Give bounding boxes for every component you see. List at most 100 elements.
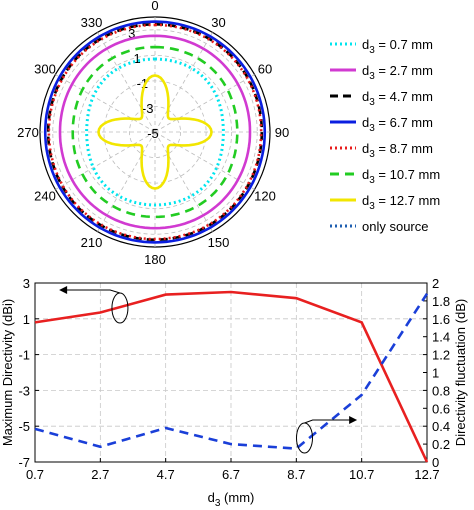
polar-series-1	[58, 34, 252, 230]
y-right-tick-label: 1.6	[432, 312, 450, 327]
y-right-axis-label: Directivity fluctuation (dB)	[453, 299, 468, 446]
polar-angle-tick: 30	[211, 15, 225, 30]
legend-suffix: = 0.7 mm	[375, 37, 433, 52]
polar-grid-circle	[129, 106, 181, 158]
y-right-tick-label: 1.8	[432, 294, 450, 309]
polar-angle-tick: 270	[17, 125, 39, 140]
line-series-right	[34, 292, 429, 450]
legend-suffix: = 12.7 mm	[375, 193, 440, 208]
line-chart: 0.7 2.7 4.7 6.7 8.7 10.7 12.7 -7 -5 -3 -1 1 3 0 0.2 0.4…	[0, 276, 468, 509]
polar-series-3	[43, 20, 267, 244]
right-axis-indicator-arrow	[304, 419, 356, 424]
x-tick-label: 10.7	[349, 467, 374, 482]
polar-radial-tick: -5	[147, 126, 159, 141]
y-left-tick-label: -5	[18, 419, 30, 434]
polar-angle-tick: 240	[34, 189, 56, 204]
polar-radial-tick: 1	[133, 51, 140, 66]
legend-suffix: = 8.7 mm	[375, 141, 433, 156]
legend-label-2: d3 = 4.7 mm	[362, 89, 433, 108]
legend-sub: 3	[369, 149, 375, 160]
y-left-axis-label: Maximum Directivity (dBi)	[0, 299, 15, 446]
y-right-tick-label: 0.4	[432, 419, 450, 434]
legend-suffix: = 6.7 mm	[375, 115, 433, 130]
legend-name: d	[362, 141, 369, 156]
x-tick-label: 4.7	[157, 467, 175, 482]
x-tick-label: 6.7	[222, 467, 240, 482]
polar-series-4	[47, 23, 263, 241]
legend-label-3: d3 = 6.7 mm	[362, 115, 433, 134]
polar-grid-spoke	[97, 32, 156, 133]
y-right-tick-label: 0.2	[432, 437, 450, 452]
polar-series-2	[46, 22, 264, 242]
legend-name: d	[362, 167, 369, 182]
polar-radial-tick: -3	[142, 101, 154, 116]
legend-suffix: = 10.7 mm	[375, 167, 440, 182]
polar-angle-tick: 300	[34, 62, 56, 77]
y-left-tick-label: 3	[23, 276, 30, 291]
x-tick-label: 12.7	[414, 467, 439, 482]
x-tick-label: 0.7	[26, 467, 44, 482]
polar-grid-circle	[52, 29, 258, 235]
polar-grid-spoke	[55, 74, 156, 133]
y-right-tick-label: 0	[432, 455, 439, 470]
arrow-head	[59, 286, 68, 294]
polar-chart: 0 30 60 90 120 150 180 210 240 270 300 330 3 1 -1 -3 -5	[17, 0, 289, 267]
y-right-tick-label: 1	[432, 366, 439, 381]
x-axis-label-sub: 3	[215, 498, 221, 509]
polar-grid-spoke	[97, 131, 156, 232]
polar-radial-tick: -1	[137, 76, 149, 91]
legend-sub: 3	[369, 45, 375, 56]
legend-suffix: = 2.7 mm	[375, 63, 433, 78]
legend-name: d	[362, 37, 369, 52]
y-right-tick-label: 0.8	[432, 383, 450, 398]
polar-grid-spoke	[154, 74, 255, 133]
legend-sub: 3	[369, 97, 375, 108]
polar-angle-tick: 150	[208, 235, 230, 250]
legend-suffix: = 4.7 mm	[375, 89, 433, 104]
polar-angle-tick: 180	[144, 252, 166, 267]
legend-name: only source	[362, 219, 428, 234]
x-axis-label: d3 (mm)	[208, 490, 255, 509]
y-left-tick-label: 1	[23, 312, 30, 327]
legend-sub: 3	[369, 71, 375, 82]
polar-grid-spoke	[154, 131, 255, 190]
y-left-tick-label: -3	[18, 383, 30, 398]
polar-angle-tick: 330	[81, 15, 103, 30]
line-series-left	[34, 290, 429, 463]
legend-name: d	[362, 115, 369, 130]
legend-label-6: d3 = 12.7 mm	[362, 193, 440, 212]
legend-sub: 3	[369, 175, 375, 186]
legend-label-1: d3 = 2.7 mm	[362, 63, 433, 82]
y-right-tick-label: 0.6	[432, 401, 450, 416]
legend-sub: 3	[369, 201, 375, 212]
polar-angle-tick: 90	[275, 125, 289, 140]
x-axis-label-main: d	[208, 490, 215, 505]
y-right-tick-label: 2	[432, 276, 439, 291]
legend-label-7: only source	[362, 219, 428, 234]
legend-label-0: d3 = 0.7 mm	[362, 37, 433, 56]
x-tick-label: 2.7	[91, 467, 109, 482]
legend-name: d	[362, 193, 369, 208]
polar-series-0	[85, 57, 225, 207]
polar-angle-tick: 210	[81, 235, 103, 250]
x-axis-label-unit: (mm)	[220, 490, 254, 505]
polar-grid-spoke	[55, 131, 156, 190]
polar-angle-tick: 0	[151, 0, 158, 13]
legend-label-4: d3 = 8.7 mm	[362, 141, 433, 160]
polar-grid-spoke	[154, 32, 213, 133]
arrow-head	[349, 416, 358, 424]
y-right-tick-label: 1.4	[432, 330, 450, 345]
polar-grid-circle	[77, 54, 233, 210]
y-left-tick-label: -1	[18, 348, 30, 363]
polar-radial-tick: 3	[128, 26, 135, 41]
legend-sub: 3	[369, 123, 375, 134]
legend-name: d	[362, 89, 369, 104]
polar-series-6	[97, 74, 213, 190]
polar-angle-tick: 120	[254, 189, 276, 204]
legend-name: d	[362, 63, 369, 78]
left-axis-indicator-arrow	[61, 289, 121, 294]
polar-grid-spoke	[154, 131, 213, 232]
y-right-tick-label: 1.2	[432, 348, 450, 363]
